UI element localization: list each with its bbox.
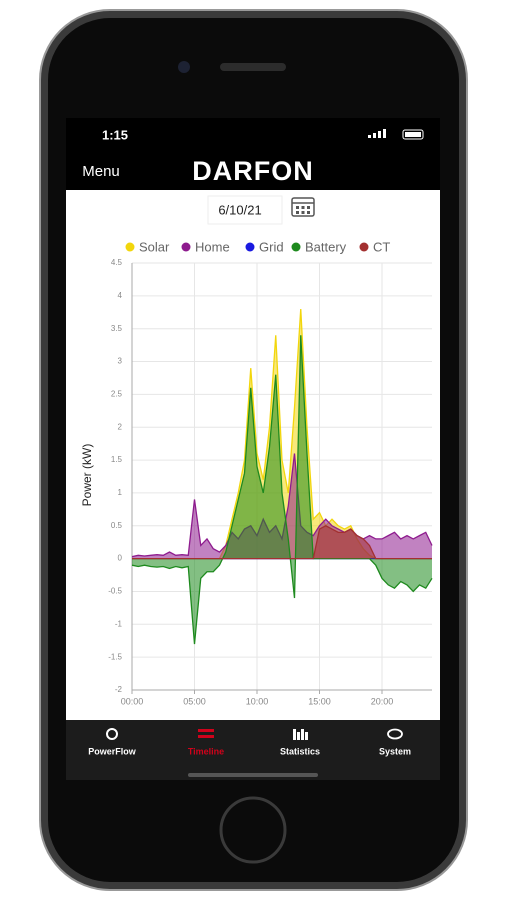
- plot: 4.5 4 3.5 3 2.5 2 1.5 1 0.5 0 -0.5 -1 -1.5 -2 00:00 05:…: [108, 258, 433, 706]
- logo: DARFON: [192, 156, 314, 186]
- area-fill: [132, 453, 432, 559]
- series-line: [132, 525, 432, 560]
- menu-button[interactable]: Menu: [82, 163, 120, 180]
- y-tick-label: -0.5: [108, 587, 122, 596]
- area-fill: [132, 525, 432, 559]
- calendar-icon[interactable]: [291, 197, 315, 217]
- tab-icon: [106, 728, 118, 740]
- y-tick-label: -1.5: [108, 652, 122, 661]
- y-tick-label: 3: [118, 357, 123, 366]
- legend-dot: [359, 242, 369, 252]
- y-tick-label: 4.5: [111, 258, 123, 267]
- legend-label: Solar: [139, 239, 170, 254]
- y-tick-label: -2: [115, 685, 123, 694]
- date[interactable]: 6/10/21: [218, 202, 261, 217]
- tab-icon: [301, 729, 304, 740]
- y-tick-label: 0.5: [111, 521, 123, 530]
- tab-icon: [198, 729, 214, 732]
- legend-label: CT: [373, 239, 390, 254]
- tab-label[interactable]: Statistics: [280, 746, 320, 756]
- x-tick-label: 10:00: [246, 696, 269, 706]
- legend-label: Battery: [305, 239, 347, 254]
- speaker: [220, 63, 286, 71]
- y-tick-label: 1.5: [111, 455, 123, 464]
- date-field[interactable]: [207, 195, 283, 225]
- legend-label: Home: [195, 239, 230, 254]
- y-axis-label: Power (kW): [80, 444, 94, 507]
- tab-label[interactable]: Timeline: [188, 746, 224, 756]
- y-tick-label: 0: [118, 554, 123, 563]
- tab-icon: [198, 735, 214, 738]
- x-tick-label: 15:00: [308, 696, 331, 706]
- tab-label[interactable]: PowerFlow: [88, 746, 137, 756]
- area-fill: [132, 335, 432, 645]
- x-tick-label: 00:00: [121, 696, 144, 706]
- series-line: [131, 335, 433, 645]
- y-tick-label: 1: [118, 488, 123, 497]
- y-tick-label: -1: [115, 619, 123, 628]
- legend-dot: [181, 242, 191, 252]
- camera: [178, 61, 190, 73]
- x-tick-label: 05:00: [183, 696, 206, 706]
- legend-label: Grid: [259, 239, 284, 254]
- tab-bar: [66, 720, 440, 780]
- home-button[interactable]: [219, 796, 287, 864]
- status-icons: [368, 129, 424, 140]
- tab-icon: [297, 732, 300, 740]
- tab-icon: [293, 729, 296, 740]
- tab-icon: [305, 732, 308, 740]
- tab-label[interactable]: System: [379, 746, 411, 756]
- legend-dot: [291, 242, 301, 252]
- y-tick-label: 2: [118, 422, 123, 431]
- status-time: 1:15: [102, 127, 128, 142]
- y-tick-label: 4: [118, 291, 123, 300]
- tab-icon: [387, 728, 403, 740]
- y-tick-label: 3.5: [111, 324, 123, 333]
- x-tick-label: 20:00: [371, 696, 394, 706]
- y-tick-label: 2.5: [111, 389, 123, 398]
- home-indicator: [188, 773, 318, 777]
- legend-dot: [125, 242, 135, 252]
- tabs: PowerFlow Timeline Statistics System: [88, 728, 411, 756]
- legend-dot: [245, 242, 255, 252]
